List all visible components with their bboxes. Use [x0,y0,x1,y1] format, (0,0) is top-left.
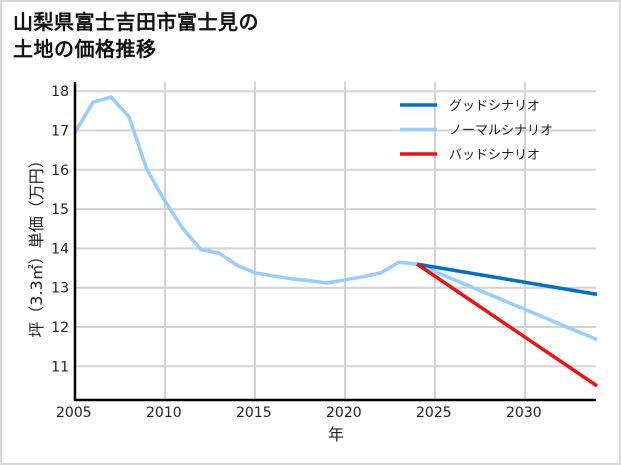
axes [73,82,596,402]
legend-label: ノーマルシナリオ [449,124,553,139]
grid-lines [75,82,596,400]
y-tick-label: 18 [51,84,69,100]
legend-label: バッドシナリオ [449,148,540,163]
y-tick-label: 11 [51,359,69,375]
y-tick-label: 17 [51,124,69,140]
y-tick-label: 16 [51,163,69,179]
y-tick-label: 15 [51,202,69,218]
y-tick-label: 14 [51,241,69,257]
series-lines [73,95,598,388]
x-tick-label: 2005 [56,405,92,421]
chart-title: 山梨県富士吉田市富士見の 土地の価格推移 [13,9,259,63]
y-tick-label: 13 [51,281,69,297]
x-tick-label: 2010 [146,405,182,421]
y-axis-label: 坪（3.3㎡）単価（万円） [27,152,46,337]
chart-title-line1: 山梨県富士吉田市富士見の [13,10,259,34]
chart-title-line2: 土地の価格推移 [13,37,157,61]
x-tick-label: 2030 [506,405,542,421]
series-line [416,262,598,388]
series-line [73,95,598,342]
x-tick-label: 2025 [416,405,452,421]
x-tick-label: 2015 [236,405,272,421]
series-line [416,262,598,297]
tick-labels: 11 12 13 14 15 16 17 18 2005 2010 2015 2020 2025 2030 [51,84,541,421]
x-axis-label: 年 [328,425,344,444]
x-tick-label: 2020 [326,405,362,421]
y-tick-label: 12 [51,320,69,336]
legend-label: グッドシナリオ [449,99,540,114]
